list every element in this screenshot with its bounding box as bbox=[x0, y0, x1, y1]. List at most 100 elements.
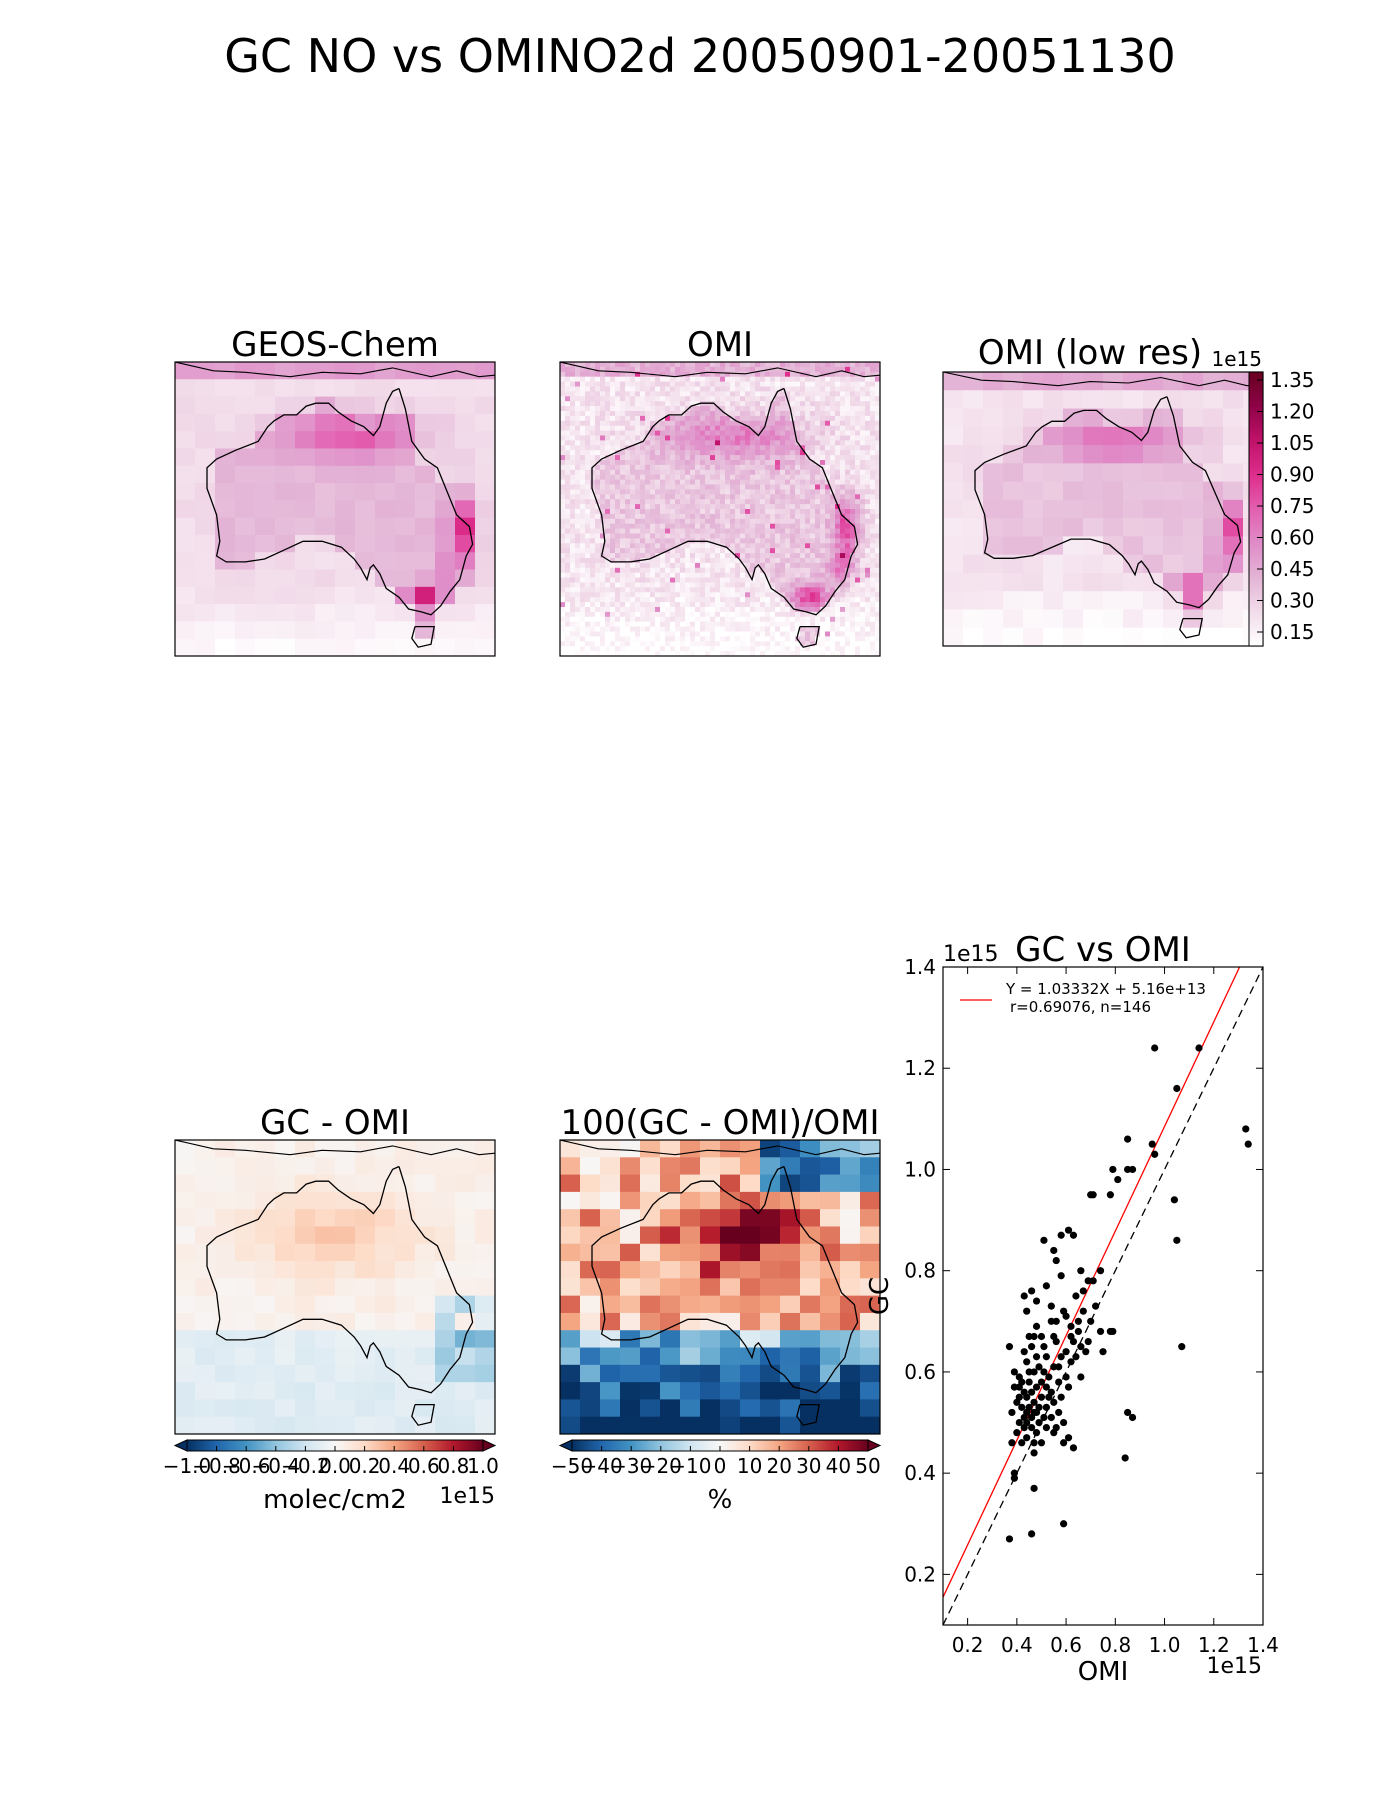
map-cell bbox=[620, 592, 626, 598]
map-cell bbox=[560, 499, 566, 505]
map-cell bbox=[795, 538, 801, 544]
map-cell bbox=[610, 533, 616, 539]
map-cell bbox=[785, 602, 791, 608]
map-cell bbox=[865, 528, 871, 535]
map-cell bbox=[865, 558, 871, 564]
map-cell bbox=[655, 509, 661, 515]
map-cell bbox=[565, 572, 571, 579]
map-cell bbox=[690, 425, 696, 432]
map-cell bbox=[825, 435, 831, 441]
map-cell bbox=[795, 587, 801, 593]
map-cell bbox=[610, 411, 616, 417]
map-cell bbox=[835, 582, 841, 588]
map-cell bbox=[720, 646, 726, 652]
map-cell bbox=[805, 538, 811, 544]
map-cell bbox=[625, 602, 631, 608]
map-cell bbox=[705, 455, 711, 461]
map-cell bbox=[865, 543, 871, 549]
colorbar-extend-low bbox=[558, 1439, 573, 1452]
map-cell bbox=[395, 1209, 416, 1228]
map-cell bbox=[715, 376, 721, 383]
map-cell bbox=[855, 636, 861, 642]
map-cell bbox=[255, 431, 276, 450]
map-cell bbox=[255, 1140, 276, 1158]
map-cell bbox=[680, 1278, 701, 1297]
map-cell bbox=[1103, 463, 1124, 483]
map-cell bbox=[760, 528, 766, 535]
map-cell bbox=[735, 553, 741, 559]
map-cell bbox=[565, 577, 571, 584]
map-cell bbox=[855, 396, 861, 402]
map-cell bbox=[315, 1347, 336, 1366]
map-cell bbox=[640, 1226, 661, 1245]
map-cell bbox=[195, 1347, 216, 1366]
map-cell bbox=[620, 1140, 641, 1158]
map-cell bbox=[755, 489, 761, 495]
map-cell bbox=[835, 543, 841, 549]
map-cell bbox=[635, 455, 641, 461]
map-cell bbox=[835, 548, 841, 554]
map-cell bbox=[815, 538, 821, 544]
map-cell bbox=[795, 479, 801, 486]
map-cell bbox=[1023, 445, 1044, 464]
map-cell bbox=[645, 474, 651, 481]
map-cell bbox=[690, 464, 696, 471]
map-cell bbox=[680, 366, 686, 373]
map-cell bbox=[830, 602, 836, 608]
map-cell bbox=[695, 577, 701, 584]
map-cell bbox=[630, 553, 636, 559]
map-cell bbox=[675, 523, 681, 530]
map-cell bbox=[710, 528, 716, 535]
colorbar-tick-label: −50 bbox=[551, 1454, 593, 1478]
map-cell bbox=[700, 415, 706, 422]
map-cell bbox=[600, 1157, 621, 1176]
map-cell bbox=[560, 582, 566, 588]
map-cell bbox=[790, 366, 796, 373]
map-cell bbox=[780, 440, 786, 446]
map-cell bbox=[725, 523, 731, 530]
map-cell bbox=[785, 450, 791, 456]
colorbar-tick-label: 0.2 bbox=[349, 1454, 381, 1478]
map-cell bbox=[810, 631, 816, 637]
map-cell bbox=[665, 641, 671, 647]
map-cell bbox=[845, 509, 851, 515]
map-cell bbox=[805, 396, 811, 402]
map-cell bbox=[620, 445, 626, 451]
map-cell bbox=[665, 401, 671, 407]
map-cell bbox=[615, 611, 621, 618]
map-cell bbox=[585, 558, 591, 564]
map-cell bbox=[630, 597, 636, 603]
map-cell bbox=[605, 469, 611, 476]
map-cell bbox=[690, 607, 696, 613]
map-cell bbox=[750, 651, 756, 656]
map-cell bbox=[855, 553, 861, 559]
map-cell bbox=[215, 1382, 236, 1401]
map-cell bbox=[870, 597, 876, 603]
map-cell bbox=[690, 562, 696, 569]
map-cell bbox=[1183, 481, 1204, 501]
map-cell bbox=[570, 646, 576, 652]
map-cell bbox=[640, 1347, 661, 1366]
map-cell bbox=[570, 504, 576, 510]
map-cell bbox=[755, 425, 761, 432]
map-cell bbox=[750, 440, 756, 446]
map-cell bbox=[620, 1330, 641, 1349]
map-cell bbox=[720, 1174, 741, 1193]
map-cell bbox=[590, 611, 596, 618]
map-cell bbox=[355, 1209, 376, 1228]
map-cell bbox=[830, 607, 836, 613]
map-cell bbox=[785, 401, 791, 407]
map-cell bbox=[760, 460, 766, 466]
map-cell bbox=[1123, 609, 1144, 629]
map-cell bbox=[740, 1330, 761, 1349]
map-cell bbox=[835, 523, 841, 530]
map-cell bbox=[1103, 372, 1124, 391]
map-cell bbox=[870, 435, 876, 441]
map-cell bbox=[235, 1295, 256, 1314]
map-cell bbox=[860, 415, 866, 422]
map-cell bbox=[565, 607, 571, 613]
map-cell bbox=[565, 396, 571, 402]
map-cell bbox=[700, 558, 706, 564]
map-cell bbox=[963, 591, 984, 611]
map-cell bbox=[805, 401, 811, 407]
